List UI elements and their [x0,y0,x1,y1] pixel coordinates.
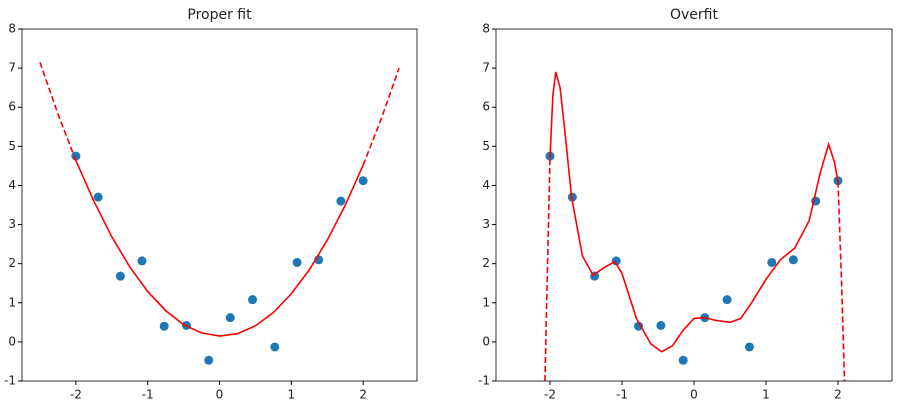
y-tick-label: 8 [482,22,490,36]
data-point [634,321,644,331]
data-point [292,257,302,267]
y-tick-label: 6 [482,100,490,114]
data-point [611,256,621,266]
y-tick-label: 4 [482,178,490,192]
y-tick-label: 8 [8,22,16,36]
y-tick-label: 0 [482,334,490,348]
y-tick-label: 3 [482,217,490,231]
y-tick-label: 2 [8,256,16,270]
plot-area [544,71,846,381]
data-point [248,295,258,305]
x-tick-label: 2 [359,388,367,402]
data-point [71,151,81,161]
data-point [93,192,103,202]
y-tick-label: 1 [482,295,490,309]
axes-frame [495,28,893,382]
fit-line [837,181,846,381]
y-tick-label: 2 [482,256,490,270]
y-tick-label: -1 [478,374,490,388]
x-tick-label: 1 [287,388,295,402]
data-point [159,321,169,331]
fit-line [362,67,400,166]
data-point [358,176,368,186]
data-point [788,255,798,265]
y-tick-label: 0 [8,334,16,348]
fit-line [544,158,551,381]
y-tick-label: 4 [8,178,16,192]
data-point [656,320,666,330]
fit-line [549,71,839,353]
data-point [678,355,688,365]
y-tick-label: 3 [8,217,16,231]
x-tick-label: -1 [142,388,154,402]
data-point [744,342,754,352]
data-point [270,342,280,352]
y-tick-label: 5 [482,139,490,153]
y-tick-label: 1 [8,295,16,309]
data-point [137,256,147,266]
axes-frame [21,28,418,382]
data-point [225,313,235,323]
data-point [115,271,125,281]
data-point [336,196,346,206]
data-point [204,355,214,365]
fit-line [75,160,364,337]
x-tick-label: -2 [544,388,556,402]
x-tick-label: 2 [834,388,842,402]
chart-title: Proper fit [187,7,252,23]
y-tick-label: 5 [8,139,16,153]
x-tick-label: 0 [216,388,224,402]
plot-area [39,61,400,365]
y-tick-label: 7 [8,61,16,75]
fit-line [39,61,77,161]
y-tick-label: 6 [8,100,16,114]
data-point [722,295,732,305]
x-tick-label: 0 [690,388,698,402]
x-tick-label: -2 [70,388,82,402]
chart-title: Overfit [670,7,718,23]
data-point [767,257,777,267]
x-tick-label: -1 [616,388,628,402]
y-tick-label: 7 [482,61,490,75]
y-tick-label: -1 [4,374,16,388]
x-tick-label: 1 [762,388,770,402]
